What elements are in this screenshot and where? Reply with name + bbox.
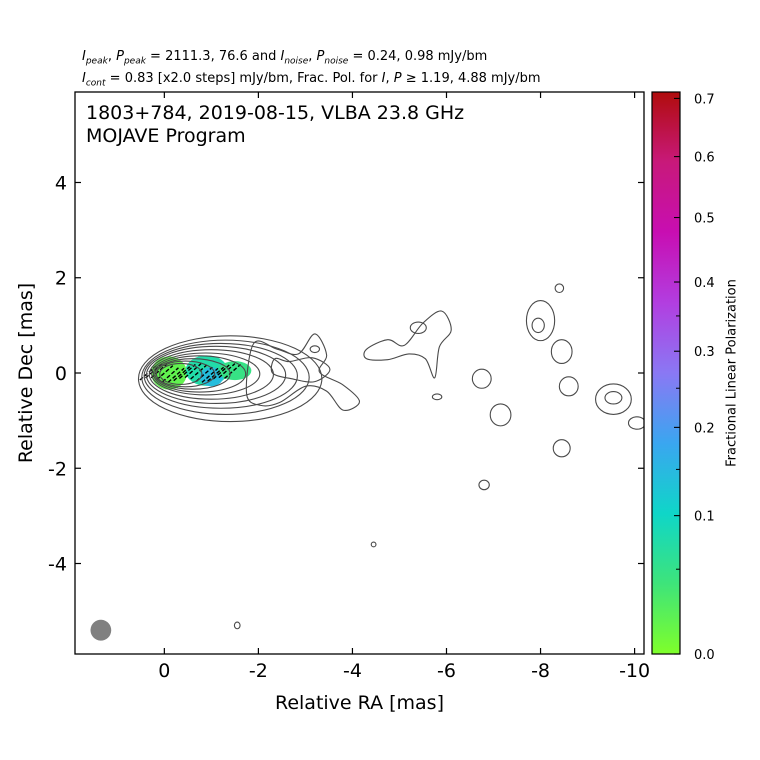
x-tick-label: -2 [249,660,268,682]
contour-blob [550,339,573,365]
contour-blob [558,376,579,397]
colorbar-tick-label: 0.0 [694,648,715,663]
core-contour [151,352,261,396]
core-contour [143,342,298,409]
header-line-2: Icont = 0.83 [x2.0 steps] mJy/bm, Frac. … [82,71,541,89]
evpa-stick [201,367,219,383]
y-tick-label: 0 [55,363,67,385]
core-contour [141,339,310,415]
contour-blob [478,479,490,491]
contour-blob [471,368,492,389]
y-tick-label: -4 [48,554,67,576]
x-tick-label: -8 [531,660,550,682]
evpa-stick [224,363,241,379]
beam-ellipse [90,619,112,641]
contour-blob [370,541,377,548]
contour-blob [409,321,427,335]
colorbar [651,91,681,655]
evpa-stick [173,366,191,382]
evpa-stick [184,363,202,379]
evpa-stick [167,367,185,383]
core-contour [155,360,216,388]
evpa-stick [218,363,236,379]
core-contour [152,355,247,393]
contour-blob [554,283,565,294]
frac-pol-patch [218,361,252,381]
header-line-1: Ipeak, Ppeak = 2111.3, 76.6 and Inoise, … [82,49,488,67]
evpa-stick [145,363,162,379]
contour-blob [595,383,632,415]
evpa-stick [156,365,174,381]
contour-blob [531,317,545,334]
x-tick-label: 0 [158,660,170,682]
plot-title: 1803+784, 2019-08-15, VLBA 23.8 GHz [86,102,464,124]
contour-blob [233,621,241,630]
jet-contour [270,357,331,383]
core-contour [154,358,231,390]
x-tick-label: -10 [619,660,650,682]
contour-blob [552,439,571,458]
x-tick-label: -6 [437,660,456,682]
x-axis-label: Relative RA [mas] [275,692,444,714]
colorbar-tick-label: 0.4 [694,276,715,291]
jet-contour [363,310,452,379]
evpa-stick [178,363,196,379]
x-tick-label: -4 [343,660,362,682]
evpa-stick [139,365,157,381]
y-tick-label: 4 [55,172,67,194]
colorbar-tick-label: 0.2 [694,421,715,436]
evpa-stick [161,367,179,383]
contour-blob [309,345,321,354]
colorbar-tick-label: 0.3 [694,345,715,360]
contour-blob [489,403,512,427]
colorbar-tick-label: 0.1 [694,510,715,525]
y-tick-label: -2 [48,458,67,480]
contour-blob [431,393,443,401]
evpa-stick [190,364,208,380]
contour-blob [604,391,623,405]
contour-blob [627,416,644,430]
y-tick-label: 2 [55,268,67,290]
core-contour [159,362,203,385]
evpa-stick [212,364,230,380]
colorbar-tick-label: 0.6 [694,151,715,166]
plot-subtitle: MOJAVE Program [86,125,246,147]
evpa-stick [207,366,225,382]
y-axis-label: Relative Dec [mas] [15,283,37,463]
colorbar-tick-label: 0.7 [694,92,715,107]
plot-area [90,283,644,641]
core-contour [145,345,287,405]
contour-blob [525,300,556,342]
colorbar-tick-label: 0.5 [694,212,715,227]
jet-contour [245,333,361,411]
colorbar-label: Fractional Linear Polarization [724,279,740,467]
